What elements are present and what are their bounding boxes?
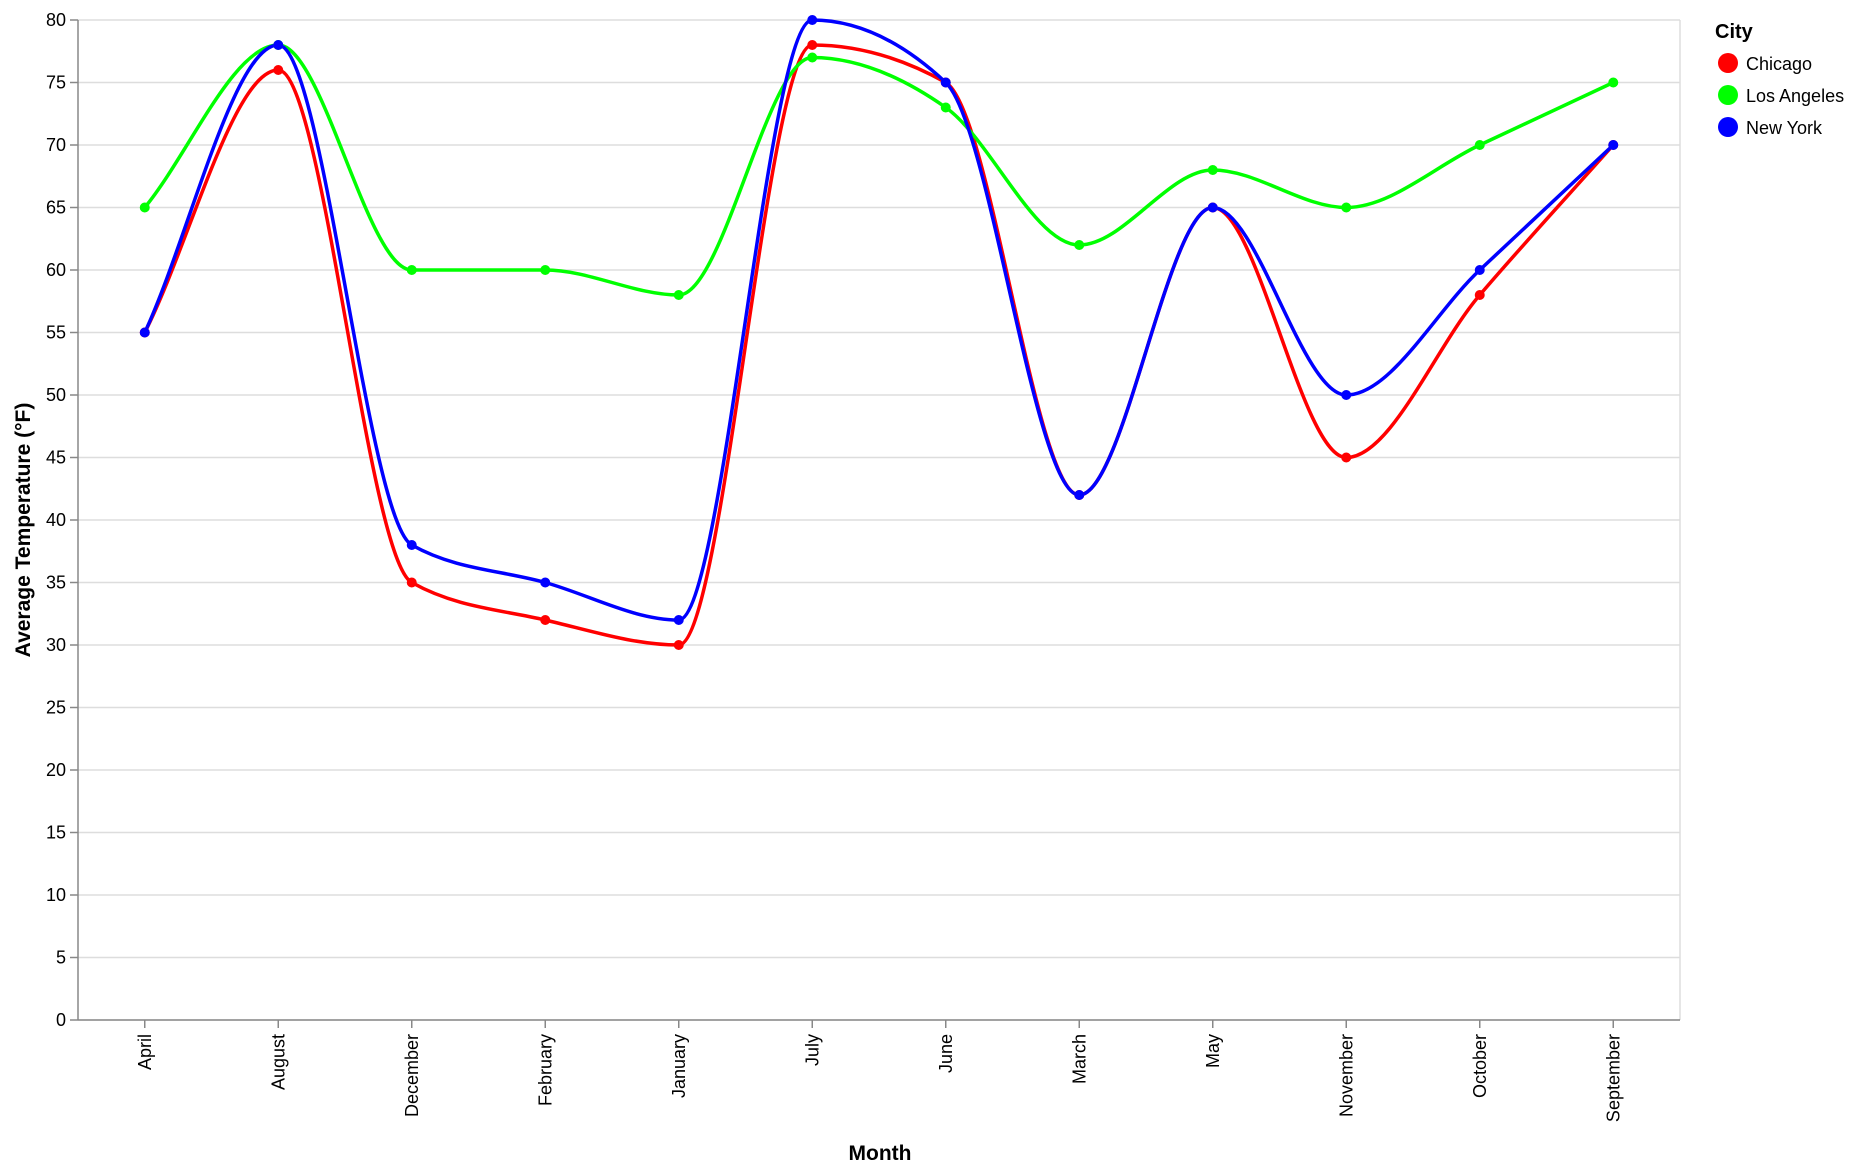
series-line-new-york bbox=[143, 18, 1615, 622]
x-tick-label: November bbox=[1336, 1034, 1356, 1117]
data-point-los-angeles bbox=[940, 102, 951, 113]
y-tick-label: 25 bbox=[46, 698, 66, 718]
y-tick-label: 30 bbox=[46, 635, 66, 655]
y-tick-label: 50 bbox=[46, 385, 66, 405]
y-tick-label: 55 bbox=[46, 323, 66, 343]
y-tick-label: 20 bbox=[46, 760, 66, 780]
data-point-new-york bbox=[273, 40, 284, 50]
data-point-los-angeles bbox=[1074, 240, 1085, 250]
data-point-los-angeles bbox=[1474, 140, 1485, 150]
legend-swatch-los-angeles bbox=[1718, 85, 1738, 105]
y-tick-label: 75 bbox=[46, 73, 66, 93]
y-axis-ticks: 0 5 10 15 20 25 30 35 40 45 50 55 60 65 70 75 80 bbox=[46, 10, 78, 1030]
x-tick-label: April bbox=[135, 1034, 155, 1070]
y-tick-label: 10 bbox=[46, 885, 66, 905]
data-point-los-angeles bbox=[540, 265, 551, 275]
data-point-los-angeles bbox=[1608, 77, 1619, 88]
data-point-los-angeles bbox=[1207, 165, 1218, 175]
x-tick-label: May bbox=[1203, 1034, 1223, 1068]
data-point-chicago bbox=[540, 615, 551, 625]
legend-swatch-new-york bbox=[1718, 117, 1738, 137]
gridlines bbox=[78, 19, 1681, 1021]
y-tick-label: 65 bbox=[46, 198, 66, 218]
x-tick-label: March bbox=[1069, 1034, 1089, 1084]
axes: 0 5 10 15 20 25 30 35 40 45 50 55 60 65 70 75 80 April Au… bbox=[46, 10, 1680, 1122]
data-point-new-york bbox=[673, 615, 684, 625]
x-tick-label: December bbox=[402, 1034, 422, 1117]
data-point-new-york bbox=[1341, 390, 1352, 400]
data-point-chicago bbox=[807, 40, 818, 50]
y-tick-label: 15 bbox=[46, 823, 66, 843]
y-tick-label: 40 bbox=[46, 510, 66, 530]
data-point-new-york bbox=[1608, 140, 1619, 150]
y-tick-label: 80 bbox=[46, 10, 66, 30]
data-point-los-angeles bbox=[673, 290, 684, 300]
data-point-los-angeles bbox=[1341, 202, 1352, 213]
data-point-chicago bbox=[406, 577, 417, 588]
data-point-chicago bbox=[1474, 290, 1485, 300]
x-tick-label: June bbox=[936, 1034, 956, 1073]
y-tick-label: 35 bbox=[46, 573, 66, 593]
y-tick-label: 70 bbox=[46, 135, 66, 155]
data-point-new-york bbox=[1074, 490, 1085, 500]
data-point-new-york bbox=[1207, 202, 1218, 213]
x-tick-label: October bbox=[1470, 1034, 1490, 1098]
data-point-chicago bbox=[673, 640, 684, 650]
data-point-los-angeles bbox=[807, 52, 818, 63]
y-tick-label: 45 bbox=[46, 448, 66, 468]
x-tick-label: February bbox=[535, 1034, 555, 1106]
y-tick-label: 60 bbox=[46, 260, 66, 280]
legend: City Chicago Los Angeles New York bbox=[1715, 21, 1844, 138]
legend-label-new-york: New York bbox=[1746, 118, 1823, 138]
data-point-new-york bbox=[406, 540, 417, 550]
series-points bbox=[139, 15, 1619, 650]
y-tick-label: 0 bbox=[56, 1010, 66, 1030]
data-point-new-york bbox=[1474, 265, 1485, 275]
legend-swatch-chicago bbox=[1718, 53, 1738, 73]
y-tick-label: 5 bbox=[56, 948, 66, 968]
legend-label-chicago: Chicago bbox=[1746, 54, 1812, 74]
data-point-los-angeles bbox=[139, 202, 150, 213]
data-point-los-angeles bbox=[406, 265, 417, 275]
x-tick-label: July bbox=[802, 1034, 822, 1066]
x-axis-ticks: April August December February January July Ju… bbox=[135, 1020, 1623, 1122]
x-axis-title: Month bbox=[849, 1142, 912, 1165]
data-point-chicago bbox=[1341, 452, 1352, 463]
x-tick-label: August bbox=[268, 1034, 288, 1090]
data-point-new-york bbox=[139, 327, 150, 338]
legend-label-los-angeles: Los Angeles bbox=[1746, 86, 1844, 106]
data-point-chicago bbox=[273, 65, 284, 75]
x-tick-label: September bbox=[1603, 1034, 1623, 1122]
legend-title: City bbox=[1715, 21, 1754, 43]
data-point-new-york bbox=[807, 15, 818, 25]
data-point-new-york bbox=[940, 77, 951, 88]
series-line-chicago bbox=[143, 43, 1615, 647]
x-tick-label: January bbox=[669, 1034, 689, 1098]
y-axis-title: Average Temperature (°F) bbox=[12, 403, 35, 658]
data-point-new-york bbox=[540, 577, 551, 588]
